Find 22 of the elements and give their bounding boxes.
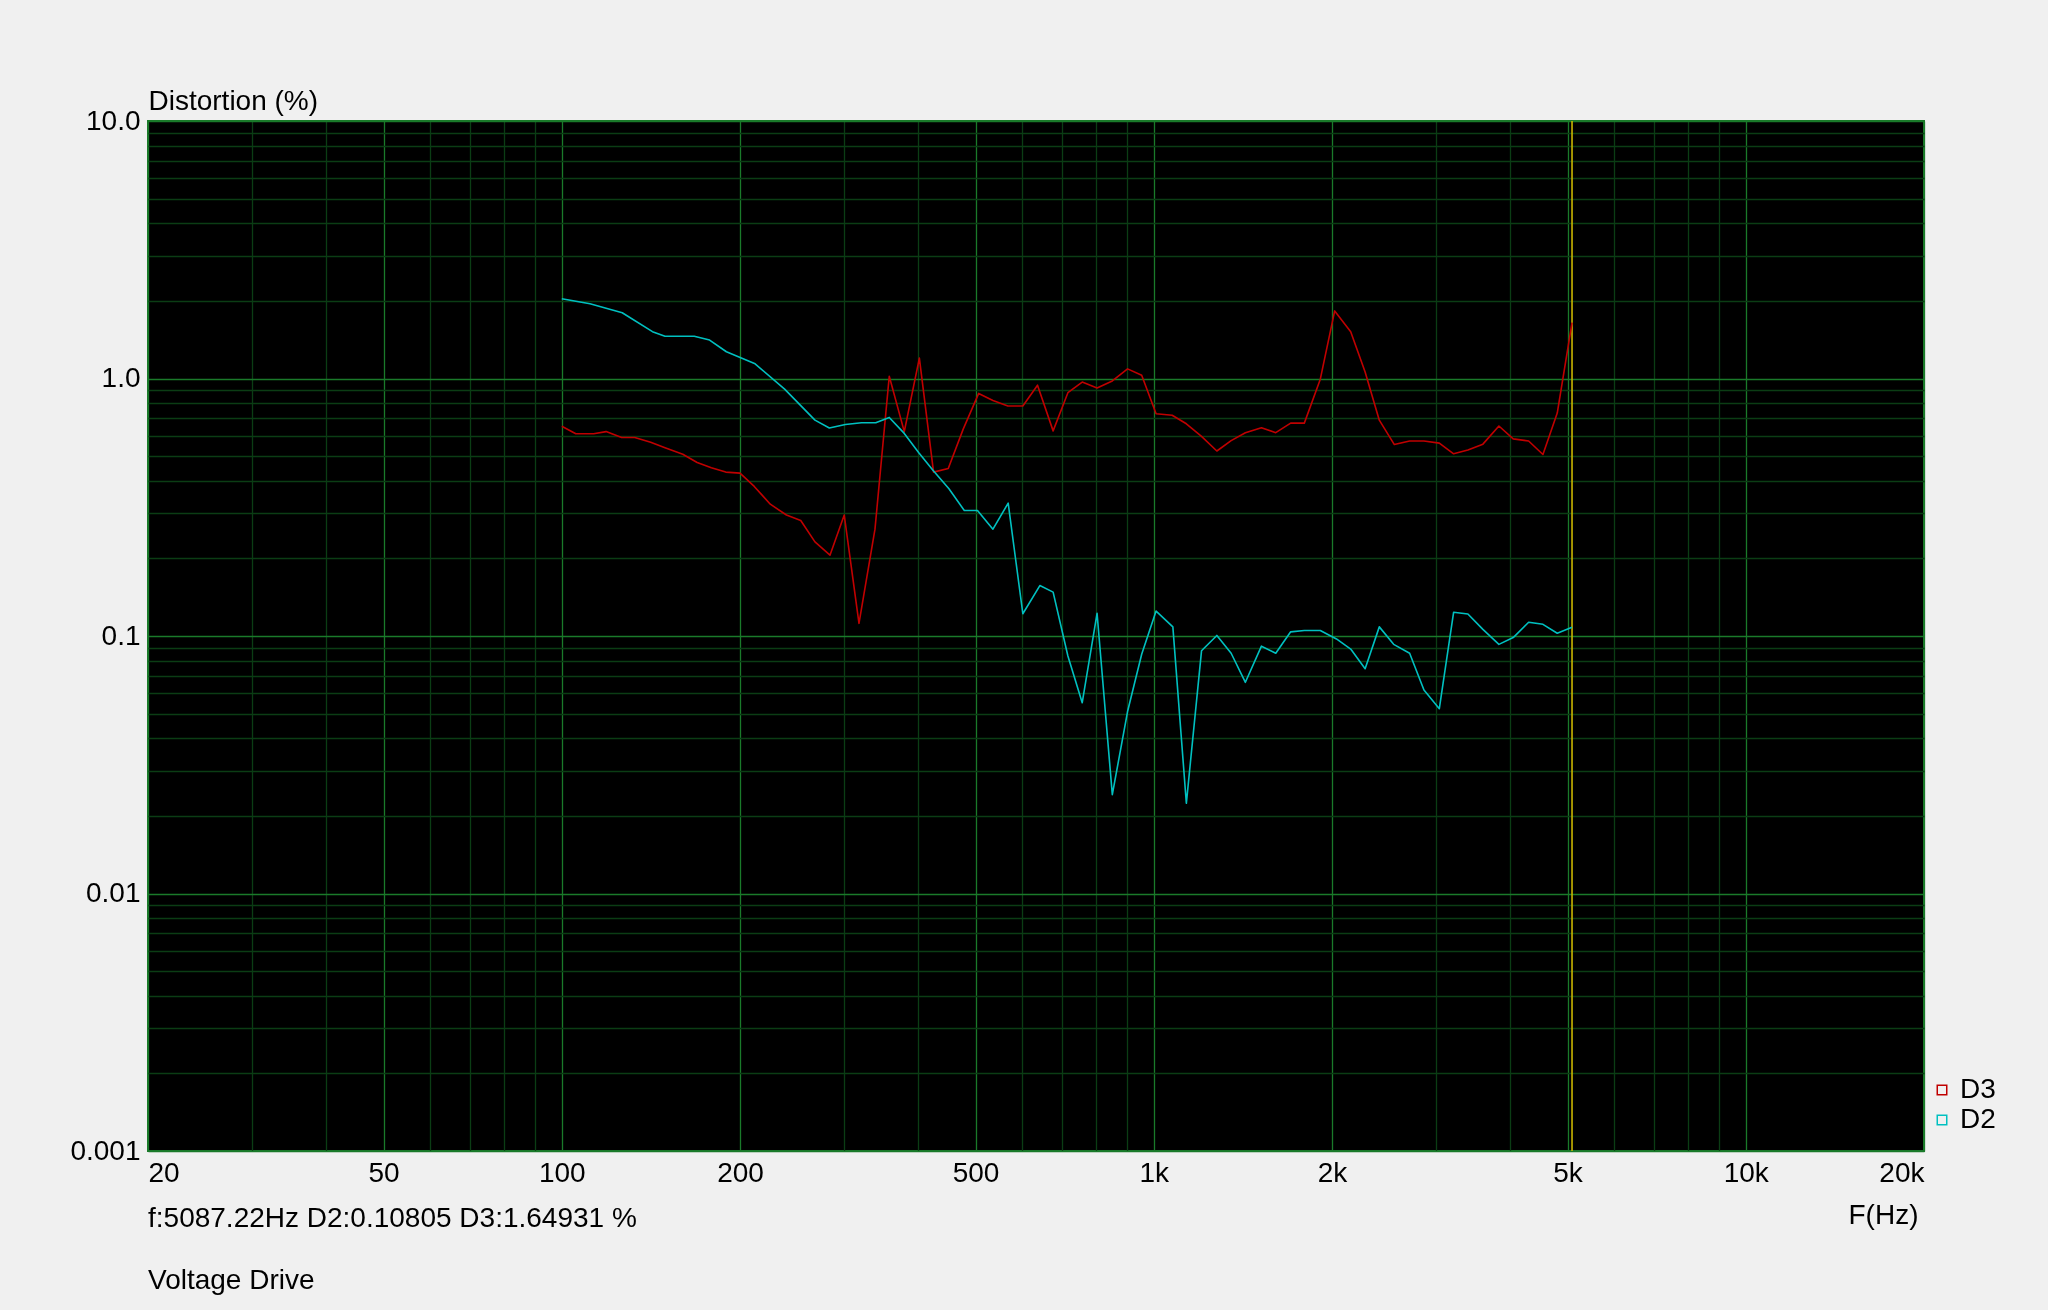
y-tick-label: 0.1 [101,619,141,651]
y-tick-label: 0.01 [86,877,141,908]
y-tick-label: 0.001 [70,1134,141,1166]
legend-label: D2 [1960,1103,1996,1134]
y-tick-label: 1.0 [101,362,141,393]
x-tick-label: 2k [1317,1156,1349,1188]
x-tick-label: 500 [952,1156,1000,1188]
x-tick-label: 100 [538,1156,586,1188]
y-axis-title: Distortion (%) [148,84,319,116]
x-tick-label: 20 [148,1156,180,1188]
x-tick-label: 5k [1553,1156,1584,1188]
text: f:5087.22Hz D2:0.10805 D3:1.64931 % [148,1202,637,1233]
line-series [560,310,1573,625]
y-tick-label: 10.0 [86,104,141,136]
x-tick-label: 50 [368,1156,400,1188]
x-tick-label: 1k [1139,1156,1171,1188]
x-tick-label: 20k [1879,1156,1926,1188]
legend-label: D3 [1960,1073,1996,1104]
x-tick-label: 10k [1723,1156,1770,1188]
x-tick-label: 200 [717,1156,764,1188]
x-axis-title: F(Hz) [1848,1198,1919,1230]
text: Voltage Drive [148,1264,315,1295]
